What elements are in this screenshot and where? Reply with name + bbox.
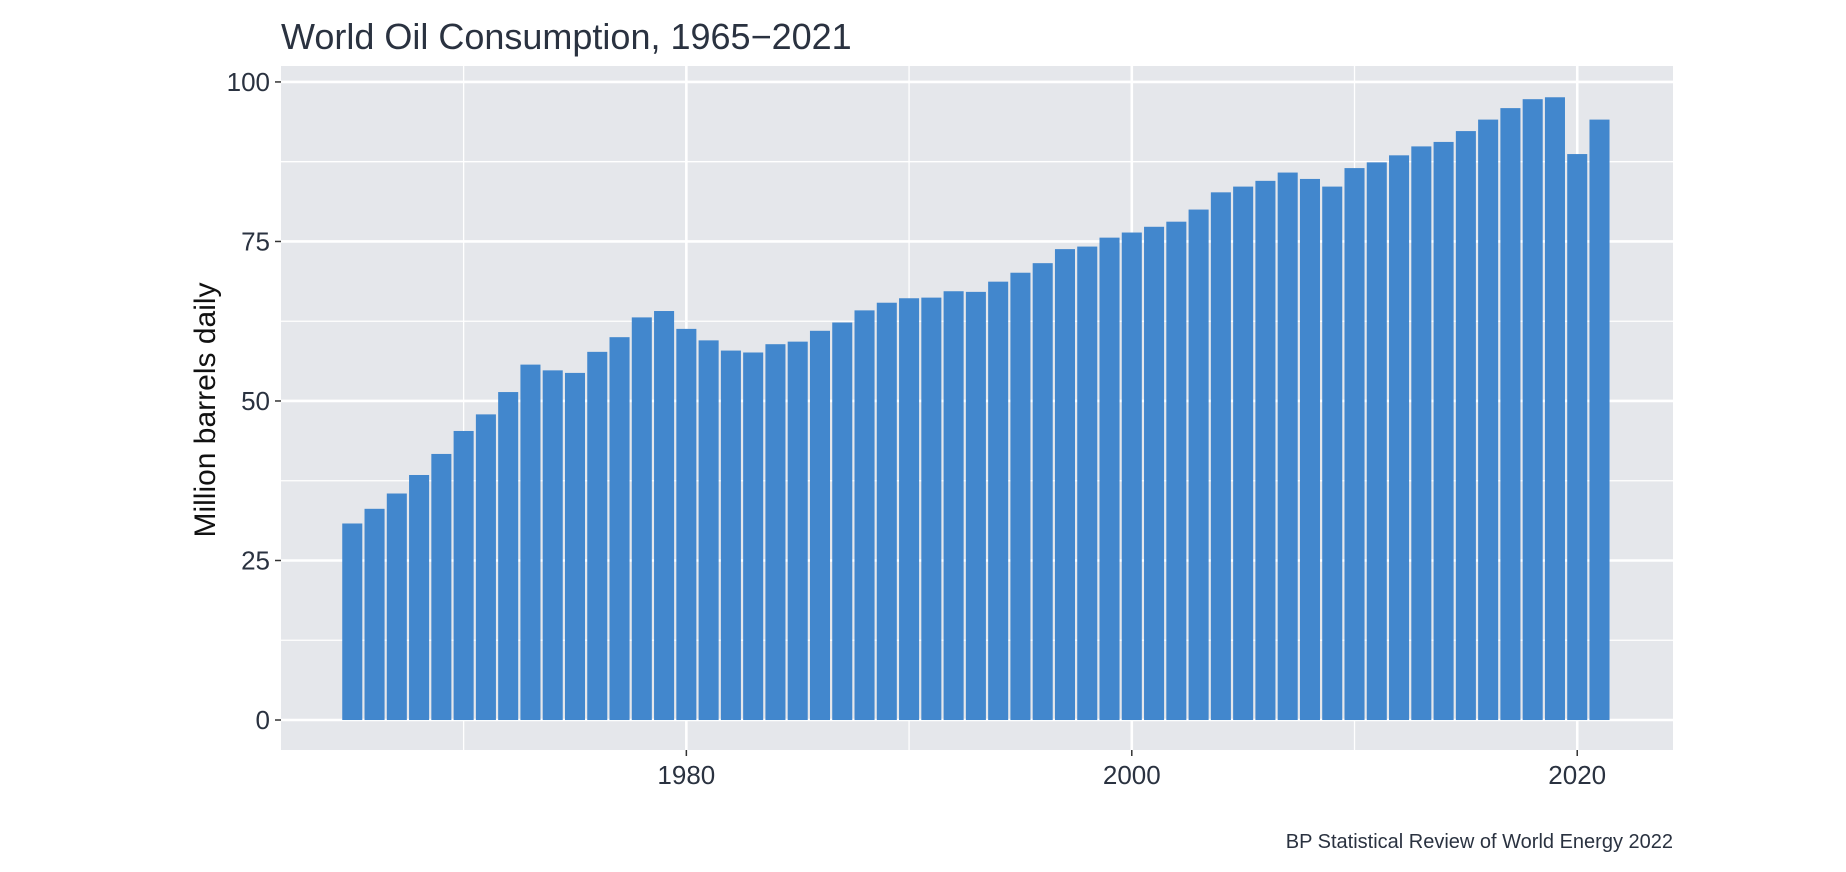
bar: 1982: 57.9: [720, 350, 741, 721]
bar: 1978: 63.1: [631, 317, 652, 721]
bar: 1974: 54.8: [542, 370, 563, 721]
bar: 1975: 54.4: [564, 372, 586, 721]
bar: 1979: 64.1: [654, 311, 675, 721]
bar: 2010: 86.5: [1344, 168, 1365, 721]
bar: 1989: 65.4: [876, 302, 897, 721]
bar: 1994: 68.7: [988, 281, 1009, 721]
bar: 1967: 35.5: [386, 493, 407, 721]
bar: 2011: 87.4: [1366, 162, 1387, 721]
y-tick-label: 75: [241, 226, 270, 256]
bar: 1992: 67.2: [943, 291, 964, 721]
bar: 2016: 94.1: [1478, 119, 1499, 721]
y-axis: 0 25 50 75 100: [227, 67, 281, 735]
bar: 1968: 38.4: [409, 474, 430, 721]
bar: 1980: 61.3: [676, 328, 697, 721]
bar: 1977: 60: [609, 337, 630, 721]
bar: 1999: 75.6: [1099, 237, 1120, 721]
bar: 1993: 67.1: [965, 291, 986, 721]
bar: 2008: 84.8: [1299, 178, 1320, 721]
y-axis-label: Million barrels daily: [189, 282, 222, 537]
bar: 1996: 71.6: [1032, 263, 1053, 721]
bar: 2018: 97.3: [1522, 99, 1543, 721]
x-tick-label: 2020: [1548, 760, 1606, 790]
bar: 2015: 92.3: [1455, 131, 1476, 721]
bar: 1971: 47.9: [475, 414, 496, 721]
y-tick-label: 25: [241, 545, 270, 575]
bar: 2020: 88.7: [1567, 154, 1588, 721]
bar: 2019: 97.6: [1544, 97, 1565, 721]
bar: 1997: 73.8: [1054, 249, 1075, 721]
bar: 2006: 84.5: [1255, 180, 1276, 721]
bar: 1991: 66.2: [921, 297, 942, 721]
bar: 2005: 83.6: [1233, 186, 1254, 721]
bar: 2013: 89.9: [1411, 146, 1432, 721]
bar: 2002: 78.1: [1166, 221, 1187, 721]
bar: 1998: 74.2: [1077, 246, 1098, 721]
bar: 1972: 51.4: [498, 392, 519, 721]
bar: 1985: 59.3: [787, 341, 808, 721]
bar: 2012: 88.5: [1389, 155, 1410, 721]
bar: 2003: 80: [1188, 209, 1209, 721]
bar: 1976: 57.7: [587, 351, 608, 721]
caption: BP Statistical Review of World Energy 20…: [1286, 831, 1673, 853]
x-axis: 1980 2000 2020: [657, 750, 1606, 790]
bar: 2000: 76.4: [1121, 232, 1142, 721]
bar: 1973: 55.7: [520, 364, 541, 721]
bar: 1987: 62.3: [832, 322, 853, 721]
y-tick-label: 50: [241, 386, 270, 416]
x-tick-label: 2000: [1103, 760, 1161, 790]
bar: 2001: 77.3: [1144, 226, 1165, 721]
bar: 1990: 66.1: [899, 298, 920, 721]
x-tick-label: 1980: [657, 760, 715, 790]
bar: 1988: 64.2: [854, 310, 875, 721]
bar: 1966: 33.1: [364, 508, 385, 721]
y-tick-label: 0: [256, 705, 270, 735]
bar: 2007: 85.8: [1277, 172, 1298, 721]
bar: 1983: 57.6: [743, 352, 764, 721]
bar: 1969: 41.7: [431, 453, 452, 721]
bar: 2009: 83.6: [1322, 186, 1343, 721]
bar: 2021: 94.1: [1589, 119, 1610, 721]
y-tick-label: 100: [227, 67, 270, 97]
bar: 2004: 82.7: [1210, 192, 1231, 721]
bar: 1965: 30.8: [342, 523, 363, 721]
bars: 1965: 30.81966: 33.11967: 35.51968: 38.4…: [342, 97, 1610, 721]
bar: 1995: 70.1: [1010, 272, 1031, 721]
chart-title: World Oil Consumption, 1965−2021: [281, 16, 852, 57]
bar: 1970: 45.3: [453, 430, 474, 721]
bar: 1984: 58.9: [765, 344, 786, 721]
bar: 2014: 90.6: [1433, 141, 1454, 721]
bar: 1981: 59.5: [698, 340, 719, 721]
bar: 2017: 95.9: [1500, 108, 1521, 721]
bar: 1986: 61: [809, 330, 831, 721]
